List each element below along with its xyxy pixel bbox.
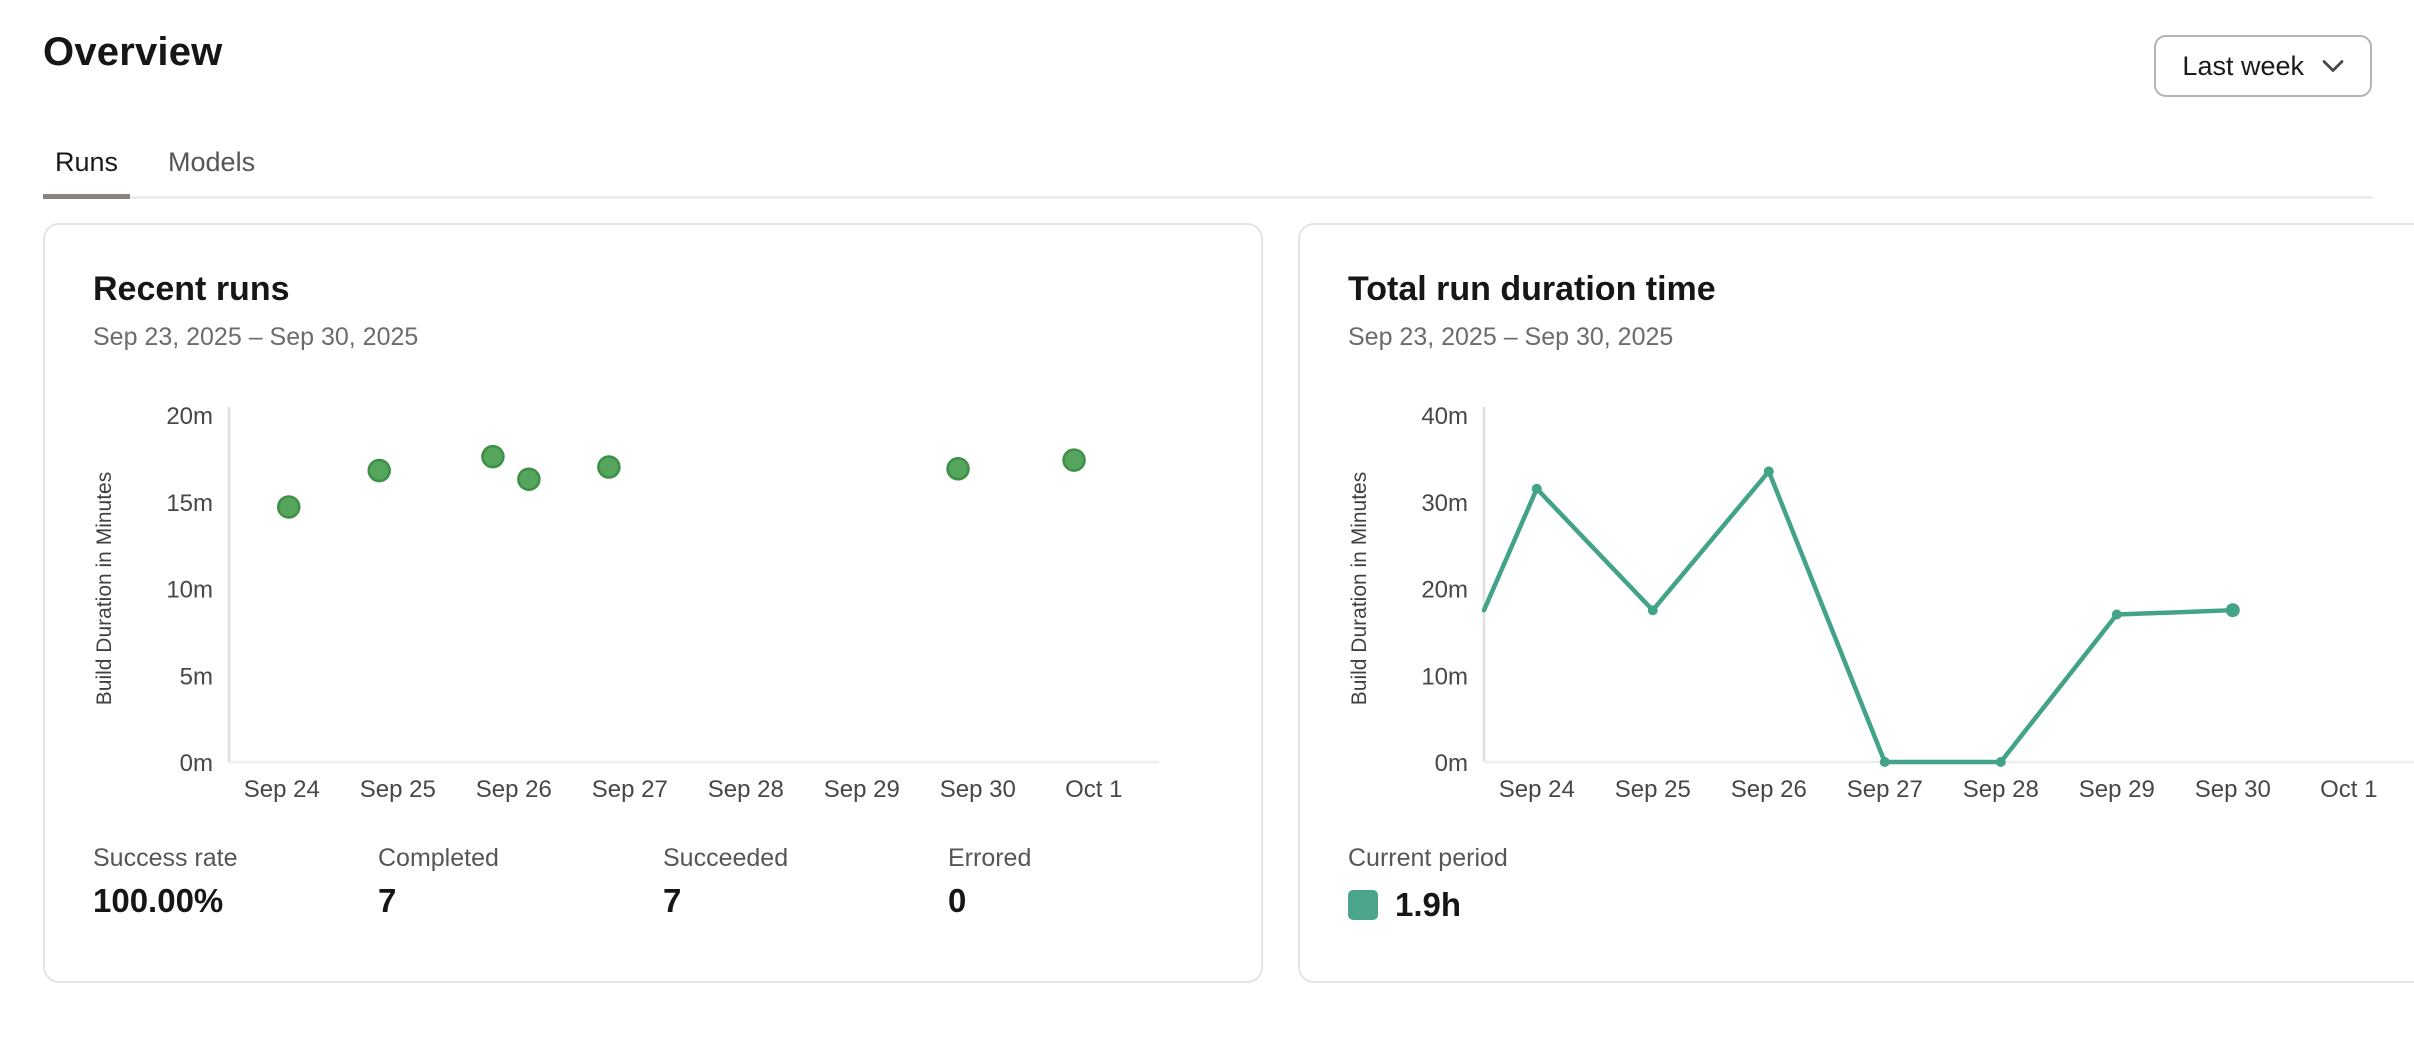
svg-text:Sep 26: Sep 26	[476, 776, 552, 803]
tab-models-label: Models	[168, 147, 256, 177]
recent-runs-card: Recent runs Sep 23, 2025 – Sep 30, 2025 …	[43, 223, 1263, 983]
current-period-swatch	[1348, 890, 1378, 920]
svg-text:0m: 0m	[1435, 750, 1468, 777]
dashboard-content: Recent runs Sep 23, 2025 – Sep 30, 2025 …	[0, 199, 2414, 983]
svg-text:5m: 5m	[180, 663, 213, 690]
svg-text:40m: 40m	[1421, 403, 1468, 430]
stat-value: 7	[663, 882, 682, 919]
svg-text:Sep 29: Sep 29	[2079, 776, 2155, 803]
total-run-duration-card: Total run duration time Sep 23, 2025 – S…	[1298, 223, 2414, 983]
tab-models[interactable]: Models	[156, 147, 267, 199]
svg-text:0m: 0m	[180, 750, 213, 777]
legend-value: 1.9h	[1395, 886, 1462, 923]
stat-label: Succeeded	[663, 844, 789, 872]
svg-text:Sep 24: Sep 24	[1499, 776, 1575, 803]
stat-label: Errored	[948, 844, 1032, 872]
tab-bar: Runs Models	[43, 147, 2372, 199]
svg-text:10m: 10m	[166, 577, 213, 604]
svg-text:Sep 30: Sep 30	[940, 776, 1016, 803]
svg-text:15m: 15m	[166, 490, 213, 517]
svg-text:Oct 1: Oct 1	[2320, 776, 2377, 803]
tab-runs-label: Runs	[55, 147, 119, 177]
total-run-duration-title: Total run duration time	[1348, 270, 1716, 308]
svg-text:Build Duration in Minutes: Build Duration in Minutes	[1348, 472, 1371, 705]
stat-errored: Errored 0	[948, 843, 1233, 921]
svg-text:Oct 1: Oct 1	[1065, 776, 1122, 803]
svg-text:10m: 10m	[1421, 663, 1468, 690]
page-header: Overview Last week	[0, 0, 2414, 97]
stat-value: 0	[948, 882, 967, 919]
recent-runs-stats: Success rate 100.00% Completed 7 Succeed…	[93, 843, 1233, 921]
stat-value: 7	[378, 882, 397, 919]
tab-runs[interactable]: Runs	[43, 147, 131, 199]
svg-text:Sep 27: Sep 27	[1847, 776, 1923, 803]
svg-text:Build Duration in Minutes: Build Duration in Minutes	[93, 472, 116, 705]
recent-runs-date-range: Sep 23, 2025 – Sep 30, 2025	[93, 323, 419, 351]
stat-value: 100.00%	[93, 882, 224, 919]
recent-runs-title: Recent runs	[93, 270, 290, 308]
svg-text:20m: 20m	[166, 403, 213, 430]
svg-text:Sep 29: Sep 29	[824, 776, 900, 803]
svg-text:Sep 26: Sep 26	[1731, 776, 1807, 803]
svg-text:Sep 30: Sep 30	[2195, 776, 2271, 803]
stat-completed: Completed 7	[378, 843, 663, 921]
total-run-duration-line-chart: 0m 10m 20m 30m 40m Sep 24 Sep 25 Sep 26 Sep 27 Se…	[1348, 403, 2414, 803]
page-title: Overview	[43, 30, 223, 74]
stat-label: Completed	[378, 844, 499, 872]
svg-text:30m: 30m	[1421, 490, 1468, 517]
svg-text:Sep 25: Sep 25	[1615, 776, 1691, 803]
svg-text:Sep 28: Sep 28	[708, 776, 784, 803]
stat-label: Success rate	[93, 844, 238, 872]
recent-runs-scatter-chart: 0m 5m 10m 15m 20m Sep 24 Sep 25 Sep 26 Sep 27 Sep…	[93, 403, 1159, 803]
legend-label: Current period	[1348, 844, 1508, 872]
svg-text:Sep 25: Sep 25	[360, 776, 436, 803]
svg-text:Sep 27: Sep 27	[592, 776, 668, 803]
svg-text:Sep 28: Sep 28	[1963, 776, 2039, 803]
stat-success-rate: Success rate 100.00%	[93, 843, 378, 921]
stat-succeeded: Succeeded 7	[663, 843, 948, 921]
svg-text:20m: 20m	[1421, 577, 1468, 604]
legend-row: 1.9h	[1348, 885, 2414, 925]
chevron-down-icon	[2322, 59, 2344, 73]
period-selector-dropdown[interactable]: Last week	[2154, 35, 2372, 97]
period-selector-label: Last week	[2182, 50, 2304, 81]
total-run-duration-date-range: Sep 23, 2025 – Sep 30, 2025	[1348, 323, 1674, 351]
svg-text:Sep 24: Sep 24	[244, 776, 320, 803]
